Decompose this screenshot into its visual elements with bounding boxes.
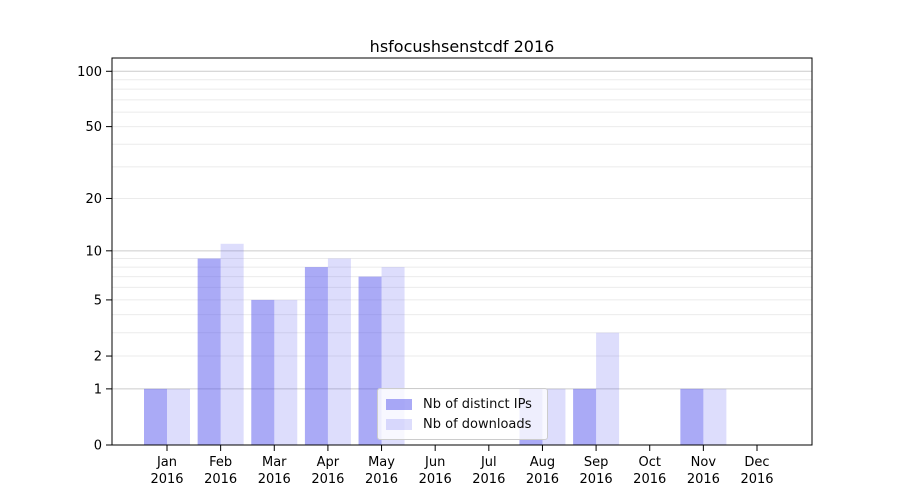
x-tick-label-year: 2016 bbox=[687, 472, 720, 487]
legend-label-downloads: Nb of downloads bbox=[423, 416, 532, 432]
bar-downloads-feb bbox=[220, 243, 244, 445]
y-tick-label: 10 bbox=[85, 244, 102, 259]
x-tick-label-year: 2016 bbox=[526, 472, 559, 487]
legend: Nb of distinct IPs Nb of downloads bbox=[377, 388, 548, 440]
bar-downloads-aug bbox=[542, 388, 566, 445]
bar-distinct-ips-may bbox=[358, 276, 382, 445]
bar-downloads-jan bbox=[167, 388, 190, 445]
legend-swatch-distinct-ips bbox=[386, 398, 412, 410]
legend-item-downloads: Nb of downloads bbox=[386, 417, 539, 432]
x-tick-label-month: May bbox=[368, 455, 395, 470]
y-tick-label: 5 bbox=[94, 293, 102, 308]
legend-item-distinct-ips: Nb of distinct IPs bbox=[386, 397, 539, 412]
x-tick-label-year: 2016 bbox=[311, 472, 344, 487]
x-tick-label-month: Apr bbox=[317, 455, 340, 470]
y-tick-label: 100 bbox=[77, 65, 102, 80]
y-tick-label: 50 bbox=[85, 120, 102, 135]
y-tick-label: 2 bbox=[94, 350, 102, 365]
y-tick-label: 20 bbox=[85, 192, 102, 207]
x-tick-label-month: Sep bbox=[584, 455, 609, 470]
x-tick-label-month: Jun bbox=[424, 455, 445, 470]
x-tick-label-month: Oct bbox=[638, 455, 660, 470]
x-tick-label-year: 2016 bbox=[204, 472, 237, 487]
axes-spines bbox=[111, 57, 813, 446]
x-tick-label-year: 2016 bbox=[633, 472, 666, 487]
x-tick-label-month: Nov bbox=[691, 455, 717, 470]
bar-downloads-nov bbox=[703, 388, 727, 445]
bar-distinct-ips-jan bbox=[144, 388, 167, 445]
bar-distinct-ips-feb bbox=[197, 258, 221, 445]
bar-distinct-ips-apr bbox=[304, 267, 328, 445]
legend-label-distinct-ips: Nb of distinct IPs bbox=[423, 396, 532, 412]
bar-downloads-apr bbox=[327, 258, 351, 445]
x-tick-label-year: 2016 bbox=[472, 472, 505, 487]
x-tick-label-year: 2016 bbox=[740, 472, 773, 487]
x-tick-label-month: Dec bbox=[744, 455, 769, 470]
chart-title: hsfocushsenstcdf 2016 bbox=[369, 37, 555, 56]
bar-distinct-ips-nov bbox=[680, 388, 704, 445]
x-tick-label-month: Jul bbox=[480, 455, 497, 470]
x-tick-label-year: 2016 bbox=[580, 472, 613, 487]
x-tick-label-year: 2016 bbox=[258, 472, 291, 487]
bar-downloads-mar bbox=[274, 299, 298, 445]
bar-distinct-ips-sep bbox=[573, 388, 597, 445]
x-tick-label-month: Jan bbox=[156, 455, 177, 470]
x-tick-label-month: Aug bbox=[530, 455, 555, 470]
x-tick-label-year: 2016 bbox=[365, 472, 398, 487]
x-tick-label-year: 2016 bbox=[419, 472, 452, 487]
x-tick-label-month: Feb bbox=[209, 455, 232, 470]
legend-swatch-downloads bbox=[386, 418, 412, 430]
y-tick-label: 1 bbox=[94, 382, 102, 397]
x-tick-label-month: Mar bbox=[262, 455, 287, 470]
x-tick-label-year: 2016 bbox=[150, 472, 183, 487]
bar-downloads-sep bbox=[596, 332, 620, 445]
bar-distinct-ips-mar bbox=[251, 299, 275, 445]
y-tick-label: 0 bbox=[94, 439, 102, 454]
